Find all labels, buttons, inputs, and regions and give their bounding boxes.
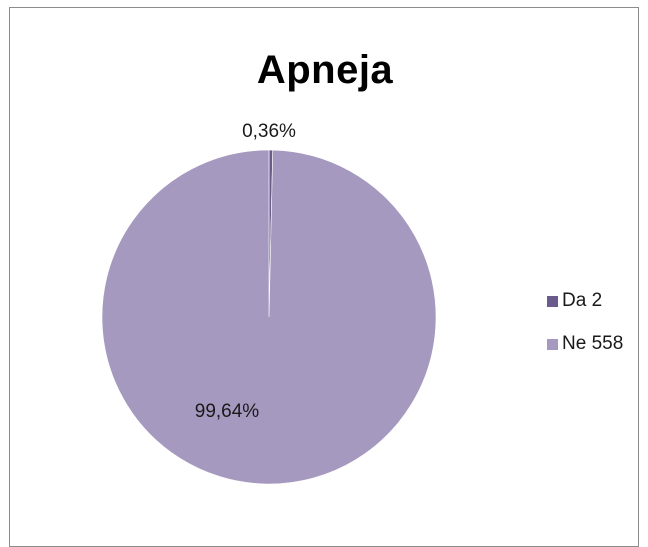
- slice-label-da: 0,36%: [242, 121, 296, 142]
- legend-item-da: Da 2: [547, 290, 623, 312]
- legend-label-ne: Ne 558: [562, 333, 624, 354]
- legend-swatch-da: [547, 295, 558, 307]
- chart-title: Apneja: [256, 48, 394, 92]
- legend-label-da: Da 2: [562, 290, 603, 311]
- pie-slices: [101, 149, 437, 485]
- slice-label-ne: 99,64%: [195, 401, 260, 422]
- chart-frame: Apneja 0,36% 99,64% Da 2 Ne 558: [9, 7, 639, 547]
- pie-slice-ne: [101, 149, 437, 485]
- legend-item-ne: Ne 558: [547, 333, 623, 355]
- legend-swatch-ne: [547, 338, 558, 350]
- pie-chart: 0,36% 99,64%: [101, 121, 437, 485]
- legend: Da 2 Ne 558: [547, 290, 623, 376]
